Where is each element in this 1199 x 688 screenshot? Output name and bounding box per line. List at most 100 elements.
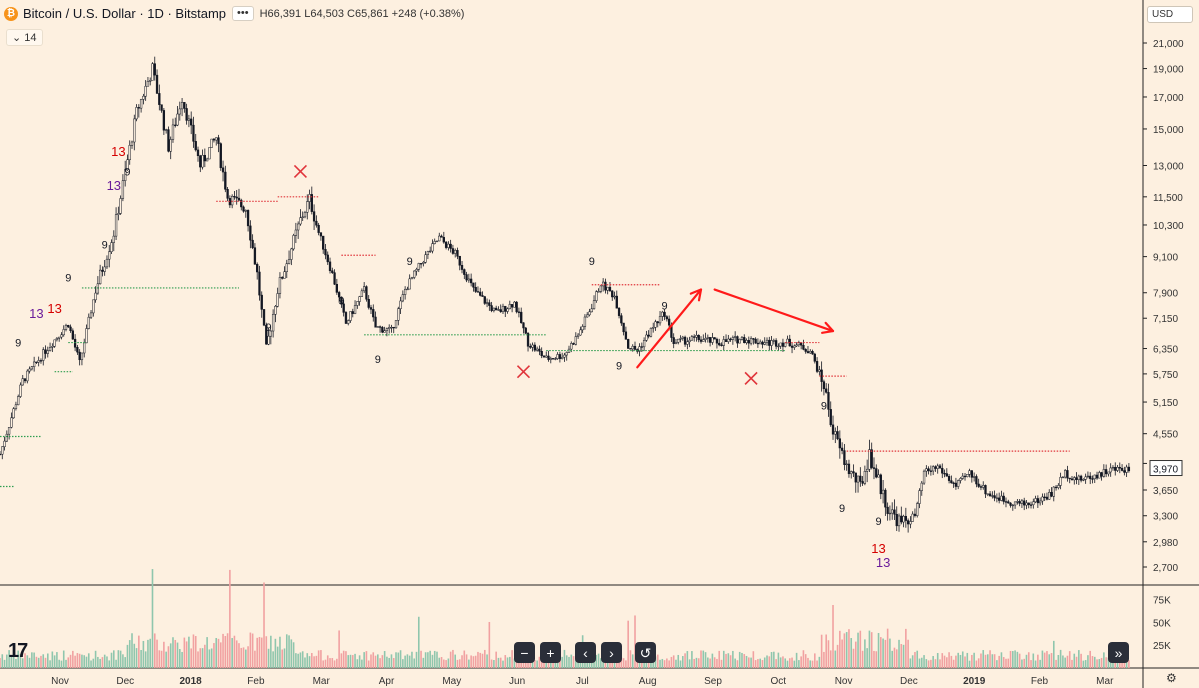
candle-body — [196, 149, 200, 156]
reset-chart-button[interactable]: ↺ — [635, 642, 656, 663]
candle-body — [640, 346, 643, 348]
volume-bar — [254, 650, 256, 668]
candle-body — [875, 468, 878, 478]
volume-bar — [392, 658, 395, 668]
volume-bar — [679, 660, 682, 668]
candle-body — [217, 137, 220, 144]
indicator-toggle[interactable]: ⌄ 14 — [6, 29, 43, 46]
volume-bar — [408, 655, 411, 668]
candle-body — [1, 446, 4, 455]
candle-body — [101, 269, 104, 272]
candle-body — [210, 138, 213, 148]
volume-bar — [58, 659, 60, 668]
candle-body — [58, 336, 61, 339]
candle-body — [249, 225, 252, 241]
volume-bar — [886, 628, 889, 668]
volume-bar — [784, 658, 787, 668]
candle-body — [686, 341, 689, 345]
candle-body — [133, 118, 136, 143]
zoom-in-button[interactable]: + — [540, 642, 561, 663]
candle-body — [861, 481, 864, 484]
volume-bar — [233, 635, 236, 668]
volume-bar — [752, 651, 755, 668]
candle-body — [1070, 478, 1074, 481]
volume-bar — [866, 648, 868, 668]
currency-selector[interactable]: USD — [1147, 6, 1193, 23]
volume-bar — [413, 658, 416, 668]
candle-body — [581, 326, 584, 331]
td-count-label: 13 — [876, 555, 890, 570]
price-tick-label: 13,000 — [1153, 162, 1184, 173]
candle-body — [720, 344, 723, 347]
candle-body — [472, 282, 475, 288]
volume-bar — [504, 655, 507, 668]
candle-body — [1020, 500, 1024, 504]
volume-bar — [179, 649, 181, 668]
volume-bar — [53, 655, 56, 668]
volume-bar — [3, 659, 6, 668]
volume-bar — [458, 659, 461, 668]
volume-tick-label: 25K — [1153, 641, 1171, 652]
candle-body — [1093, 474, 1096, 480]
volume-bar — [345, 651, 347, 668]
volume-bar — [570, 654, 573, 668]
volume-bar — [443, 659, 445, 668]
volume-bar — [745, 655, 748, 668]
symbol-title[interactable]: Bitcoin / U.S. Dollar · 1D · Bitstamp — [23, 6, 226, 21]
candle-body — [563, 354, 566, 358]
candle-body — [369, 307, 373, 310]
candle-body — [809, 351, 812, 354]
zoom-out-button[interactable]: − — [514, 642, 535, 663]
candle-body — [688, 339, 691, 343]
settings-gear-icon[interactable]: ⚙ — [1166, 671, 1177, 685]
candle-body — [1095, 474, 1099, 479]
volume-bar — [206, 637, 208, 668]
candle-body — [513, 301, 516, 308]
volume-bar — [961, 651, 964, 668]
candle-body — [169, 139, 172, 152]
candle-body — [48, 347, 52, 351]
volume-bar — [10, 656, 13, 668]
volume-bar — [301, 651, 304, 668]
candle-body — [363, 286, 366, 292]
volume-bar — [834, 650, 837, 668]
candle-body — [957, 480, 960, 487]
candle-body — [1066, 470, 1069, 479]
candle-body — [797, 342, 801, 346]
volume-bar — [770, 652, 773, 668]
volume-bar — [1034, 660, 1037, 668]
candle-body — [895, 513, 898, 527]
volume-bar — [147, 639, 149, 668]
candle-body — [711, 337, 714, 343]
candle-body — [406, 288, 409, 291]
candle-body — [233, 195, 236, 198]
candle-body — [342, 303, 345, 313]
more-dots-icon[interactable]: ••• — [232, 6, 254, 21]
candle-body — [429, 250, 432, 253]
volume-bar — [977, 658, 980, 668]
scroll-to-realtime-button[interactable]: » — [1108, 642, 1129, 663]
scroll-back-button[interactable]: ‹ — [575, 642, 596, 663]
volume-bar — [709, 658, 711, 668]
candle-body — [62, 329, 65, 336]
volume-bar — [914, 652, 916, 668]
volume-bar — [67, 657, 70, 668]
volume-bar — [251, 633, 254, 668]
volume-bar — [1125, 657, 1128, 668]
volume-bar — [238, 643, 240, 668]
volume-bar — [996, 660, 998, 668]
volume-bar — [975, 660, 978, 668]
candle-body — [743, 337, 746, 344]
candle-body — [540, 350, 543, 356]
candle-body — [139, 99, 143, 109]
candle-body — [736, 336, 739, 344]
candle-body — [795, 344, 798, 347]
volume-bar — [6, 654, 8, 668]
volume-bar — [907, 639, 909, 668]
price-tick-label: 10,300 — [1153, 221, 1184, 232]
candle-body — [199, 155, 202, 168]
volume-bar — [839, 630, 841, 668]
scroll-forward-button[interactable]: › — [601, 642, 622, 663]
candle-body — [476, 291, 480, 293]
